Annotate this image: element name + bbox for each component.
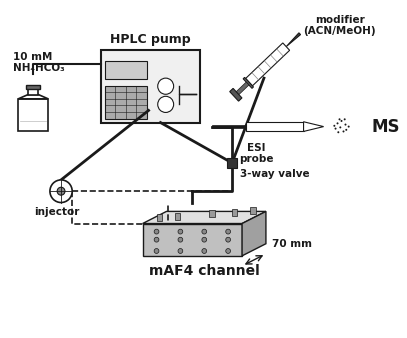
Circle shape	[202, 237, 207, 242]
Circle shape	[158, 78, 174, 94]
Circle shape	[202, 229, 207, 234]
FancyBboxPatch shape	[232, 209, 237, 216]
FancyBboxPatch shape	[157, 214, 162, 221]
FancyBboxPatch shape	[250, 207, 256, 214]
Text: MS: MS	[371, 118, 400, 136]
Circle shape	[57, 187, 65, 195]
Text: ESI
probe: ESI probe	[239, 143, 273, 164]
Polygon shape	[142, 223, 242, 256]
Circle shape	[226, 248, 230, 254]
Circle shape	[158, 96, 174, 113]
Circle shape	[178, 248, 183, 254]
Circle shape	[154, 248, 159, 254]
Circle shape	[226, 237, 230, 242]
Circle shape	[344, 118, 346, 120]
FancyBboxPatch shape	[105, 61, 147, 79]
FancyBboxPatch shape	[101, 50, 200, 123]
Circle shape	[333, 125, 335, 127]
Circle shape	[344, 124, 346, 126]
Circle shape	[339, 118, 341, 120]
Circle shape	[341, 120, 343, 122]
Circle shape	[178, 229, 183, 234]
FancyBboxPatch shape	[105, 86, 147, 119]
Text: modifier
(ACN/MeOH): modifier (ACN/MeOH)	[303, 15, 376, 37]
Text: injector: injector	[35, 208, 80, 217]
Circle shape	[345, 129, 347, 131]
Circle shape	[50, 180, 72, 202]
Polygon shape	[18, 99, 48, 130]
Polygon shape	[234, 82, 249, 97]
Circle shape	[154, 237, 159, 242]
Polygon shape	[243, 77, 254, 88]
Circle shape	[178, 237, 183, 242]
Text: 10 mM
NH₄HCO₃: 10 mM NH₄HCO₃	[13, 52, 65, 73]
Circle shape	[337, 131, 339, 133]
Circle shape	[226, 229, 230, 234]
Circle shape	[348, 126, 350, 128]
Circle shape	[154, 229, 159, 234]
Polygon shape	[26, 85, 40, 89]
Polygon shape	[18, 95, 48, 99]
Polygon shape	[142, 211, 266, 223]
Text: HPLC pump: HPLC pump	[110, 33, 191, 46]
Polygon shape	[28, 89, 38, 95]
Polygon shape	[286, 33, 300, 47]
Polygon shape	[230, 88, 242, 101]
Circle shape	[335, 128, 337, 129]
FancyBboxPatch shape	[175, 213, 180, 220]
Circle shape	[339, 126, 341, 128]
Polygon shape	[212, 125, 246, 128]
Text: 3-way valve: 3-way valve	[240, 169, 310, 179]
Text: mAF4 channel: mAF4 channel	[149, 264, 260, 278]
Polygon shape	[245, 43, 290, 86]
FancyBboxPatch shape	[228, 158, 237, 168]
Polygon shape	[304, 122, 324, 131]
FancyBboxPatch shape	[210, 210, 215, 217]
Circle shape	[343, 130, 344, 132]
Circle shape	[337, 122, 339, 124]
Polygon shape	[242, 211, 266, 256]
Circle shape	[202, 248, 207, 254]
Text: 70 mm: 70 mm	[272, 239, 312, 249]
Polygon shape	[246, 122, 304, 131]
